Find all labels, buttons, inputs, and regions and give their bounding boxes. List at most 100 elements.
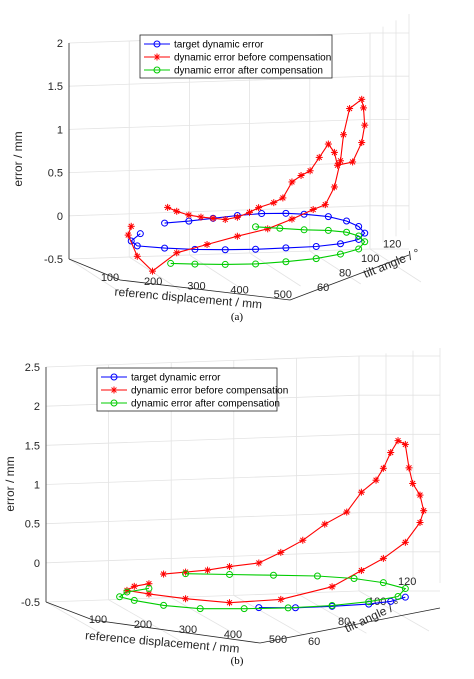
- floor-gridline: [369, 248, 422, 283]
- data-point: [361, 229, 369, 237]
- y-tick-label: 80: [338, 616, 350, 628]
- y-axis-line: [259, 607, 441, 644]
- data-point: [394, 593, 402, 601]
- floor-gridline: [358, 590, 430, 632]
- data-point: [240, 605, 248, 613]
- z-gridline: [68, 119, 371, 130]
- data-point: [145, 584, 153, 592]
- data-point: [401, 440, 409, 448]
- data-point: [288, 215, 296, 223]
- data-point: [312, 243, 320, 251]
- data-point: [226, 563, 234, 571]
- z-tick-label: 0: [34, 558, 40, 570]
- z-gridline: [45, 551, 360, 564]
- floor-gridline: [249, 252, 301, 287]
- data-point: [416, 491, 424, 499]
- data-point: [269, 571, 277, 579]
- z-tick-label: 1.5: [48, 81, 63, 93]
- data-point: [233, 213, 241, 221]
- y-tick-label: 120: [398, 576, 416, 588]
- z-axis-label: error / mm: [11, 131, 25, 186]
- x-tick-label: 400: [224, 629, 242, 641]
- data-point: [133, 242, 141, 250]
- data-point: [300, 210, 308, 218]
- data-point: [255, 559, 263, 567]
- y-tick-label: 120: [383, 239, 401, 251]
- data-point: [358, 95, 366, 103]
- data-point: [221, 216, 229, 224]
- x-tick-label: 200: [134, 619, 152, 631]
- series-line-1: [127, 98, 366, 272]
- x-tick-label: 300: [179, 624, 197, 636]
- floor-left-edge: [45, 601, 94, 621]
- legend-marker: [153, 53, 161, 61]
- data-point: [336, 250, 344, 258]
- z-tick-label: -0.5: [21, 597, 40, 609]
- x-axis-line: [119, 279, 291, 301]
- data-point: [379, 464, 387, 472]
- data-point: [358, 139, 366, 147]
- data-point: [324, 226, 332, 234]
- x-tick-label: 100: [101, 272, 119, 284]
- y-axis-label: tilt angle / °: [361, 246, 422, 281]
- data-point: [333, 161, 341, 169]
- data-point: [330, 183, 338, 191]
- data-point: [357, 488, 365, 496]
- legend-box: [139, 34, 333, 79]
- floor-gridline: [171, 597, 242, 638]
- y-tick-label: 80: [339, 268, 351, 280]
- data-point: [127, 237, 135, 245]
- data-point: [270, 199, 278, 207]
- data-point: [288, 178, 296, 186]
- data-point: [336, 157, 344, 165]
- data-point: [349, 158, 357, 166]
- data-point: [360, 104, 368, 112]
- data-point: [346, 105, 354, 113]
- data-point: [209, 214, 217, 222]
- x-tick-label: 300: [187, 280, 205, 292]
- floor-gridline: [189, 254, 241, 289]
- data-point: [161, 244, 169, 252]
- data-point: [312, 255, 320, 263]
- data-point: [300, 226, 308, 234]
- z-tick-label: 1.5: [25, 440, 40, 452]
- data-point: [191, 260, 199, 268]
- data-point: [123, 588, 131, 596]
- data-point: [372, 476, 380, 484]
- data-point: [420, 507, 428, 515]
- data-point: [365, 598, 373, 606]
- legend-entry: target dynamic error: [174, 40, 264, 51]
- z-gridline: [45, 512, 360, 525]
- data-point: [365, 600, 373, 608]
- data-point: [173, 249, 181, 257]
- x-axis-line: [92, 619, 261, 644]
- data-point: [355, 232, 363, 240]
- data-point: [226, 570, 234, 578]
- data-point: [282, 258, 290, 266]
- data-point: [394, 437, 402, 445]
- data-point: [282, 244, 290, 252]
- data-point: [401, 538, 409, 546]
- data-point: [350, 575, 358, 583]
- data-point: [226, 599, 234, 607]
- data-point: [340, 131, 348, 139]
- x-tick-label: 500: [274, 289, 292, 301]
- z-tick-label: -0.5: [44, 254, 63, 266]
- z-gridline: [68, 162, 371, 173]
- legend-entry: dynamic error after compensation: [174, 66, 323, 77]
- data-point: [330, 148, 338, 156]
- data-point: [313, 572, 321, 580]
- legend-marker: [110, 373, 118, 381]
- legend-box: [96, 367, 278, 412]
- data-point: [284, 604, 292, 612]
- data-point: [124, 231, 132, 239]
- data-point: [379, 579, 387, 587]
- data-point: [252, 260, 260, 268]
- data-point: [130, 582, 138, 590]
- data-point: [309, 206, 317, 214]
- x-axis-label: reference displacement / mm: [85, 628, 240, 655]
- data-point: [321, 201, 329, 209]
- floor-gridline: [108, 599, 179, 641]
- data-point: [361, 238, 369, 246]
- data-point: [321, 520, 329, 528]
